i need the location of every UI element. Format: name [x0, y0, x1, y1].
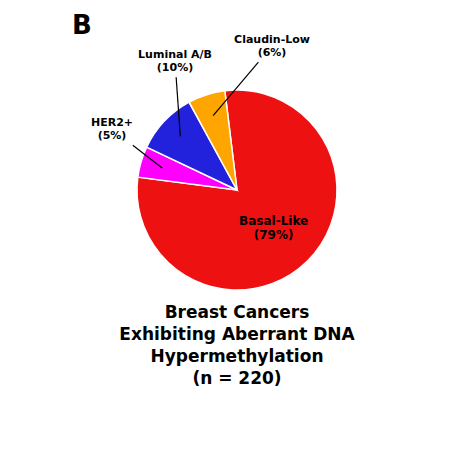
- data-label: Luminal A/B(10%): [138, 48, 212, 74]
- title: Breast CancersExhibiting Aberrant DNAHyp…: [119, 302, 355, 366]
- slice-name: Basal-Like: [239, 214, 308, 228]
- slice-name: Luminal A/B: [138, 48, 212, 61]
- slice-value: (6%): [258, 46, 287, 59]
- slice-value: (5%): [98, 129, 127, 142]
- leader-line: [176, 77, 180, 136]
- leader-line: [213, 62, 258, 116]
- data-label: HER2+(5%): [91, 116, 133, 142]
- title-line: Exhibiting Aberrant DNA: [119, 324, 355, 344]
- pie-slice: [189, 91, 237, 190]
- title-line: Breast Cancers: [165, 302, 310, 322]
- slices: [137, 90, 337, 290]
- data-label: Basal-Like(79%): [239, 214, 308, 242]
- slice-name: HER2+: [91, 116, 133, 129]
- subtitle: (n = 220): [192, 368, 281, 388]
- slice-value: (79%): [254, 228, 294, 242]
- title-line: Hypermethylation: [151, 346, 324, 366]
- slice-value: (10%): [157, 61, 193, 74]
- chart: Basal-Like(79%) HER2+(5%) Luminal A/B(10%)…: [0, 0, 474, 474]
- panel-label: B: [72, 10, 92, 40]
- slice-name: Claudin-Low: [234, 33, 310, 46]
- leader-line: [133, 145, 162, 168]
- pie-slice: [137, 90, 337, 290]
- data-label: Claudin-Low(6%): [234, 33, 310, 59]
- data-labels: Basal-Like(79%) HER2+(5%) Luminal A/B(10%)…: [91, 33, 310, 242]
